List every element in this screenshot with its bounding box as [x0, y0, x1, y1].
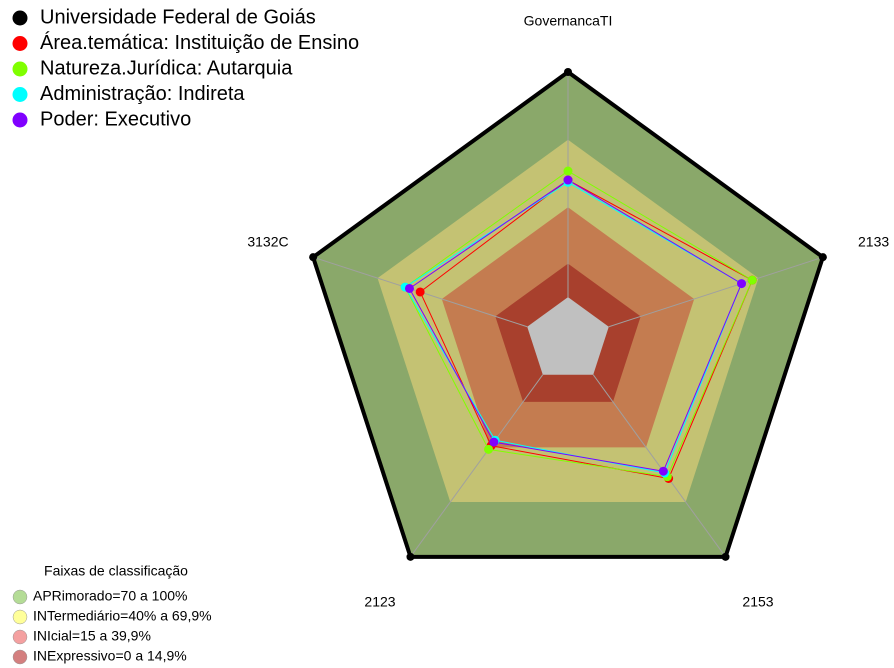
data-point	[747, 275, 757, 285]
legend-label: Administração: Indireta	[40, 83, 245, 105]
legend-marker	[12, 87, 28, 102]
spoke	[410, 374, 544, 558]
data-point	[489, 437, 499, 447]
center-core	[527, 297, 609, 375]
data-point	[721, 552, 730, 561]
legend-marker	[12, 61, 28, 77]
axis-label: GovernancaTI	[524, 13, 613, 29]
legend-marker	[12, 36, 28, 51]
legend-marker	[12, 10, 28, 26]
data-point	[737, 279, 747, 289]
axis-label: 2123	[364, 594, 395, 610]
band-legend-label: APRimorado=70 a 100%	[33, 588, 188, 604]
band-legend-label: INTermediário=40% a 69,9%	[33, 608, 212, 624]
series-line	[404, 170, 753, 478]
data-point	[658, 466, 668, 476]
band-legend-marker	[12, 609, 28, 625]
band-legend-label: INIcial=15 a 39,9%	[33, 628, 151, 644]
data-point	[564, 68, 572, 76]
data-point	[415, 287, 425, 297]
spoke	[608, 256, 824, 328]
legend-label: Poder: Executivo	[40, 108, 191, 130]
axis-label: 2133	[858, 234, 889, 250]
data-point	[484, 444, 494, 454]
series-line	[408, 179, 743, 472]
series-line	[419, 179, 753, 480]
band-legend-marker	[12, 629, 28, 645]
data-point	[563, 166, 573, 176]
legend-label: Natureza.Jurídica: Autarquia	[40, 57, 293, 79]
data-point	[404, 283, 414, 293]
band-legend-marker	[12, 649, 28, 665]
data-point	[309, 253, 318, 262]
band-legend-marker	[12, 589, 28, 605]
data-point	[818, 253, 827, 262]
series-line	[311, 70, 825, 559]
legend-marker	[12, 112, 28, 128]
axis-label: 3132C	[247, 234, 288, 250]
spoke	[592, 374, 726, 558]
legend-label: Universidade Federal de Goiás	[40, 6, 316, 28]
band-legend-title: Faixas de classificação	[44, 563, 188, 579]
data-point	[563, 175, 573, 185]
band-legend-label: INExpressivo=0 a 14,9%	[33, 648, 187, 664]
legend-label: Área.temática: Instituição de Ensino	[40, 31, 359, 54]
axis-label: 2153	[742, 594, 773, 610]
data-point	[406, 552, 415, 561]
